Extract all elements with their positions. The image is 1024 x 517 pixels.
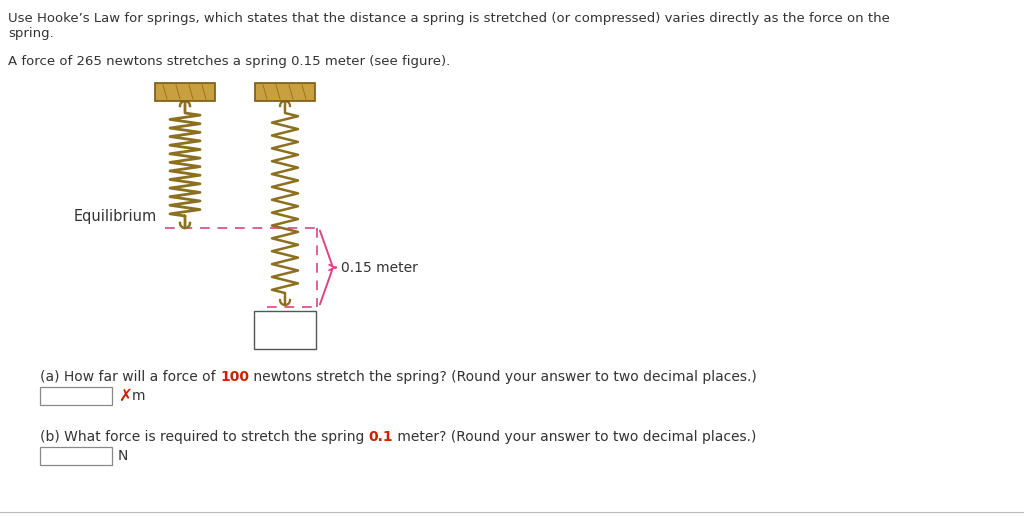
Text: A force of 265 newtons stretches a spring 0.15 meter (see figure).: A force of 265 newtons stretches a sprin…: [8, 55, 451, 68]
FancyBboxPatch shape: [155, 83, 215, 101]
FancyBboxPatch shape: [40, 447, 112, 465]
Text: m: m: [132, 389, 145, 403]
Text: meter? (Round your answer to two decimal places.): meter? (Round your answer to two decimal…: [393, 430, 757, 444]
Text: newtons: newtons: [253, 331, 317, 346]
Text: 265: 265: [270, 314, 299, 329]
Text: newtons stretch the spring? (Round your answer to two decimal places.): newtons stretch the spring? (Round your …: [249, 370, 757, 384]
Text: 100: 100: [220, 370, 249, 384]
Text: 0.1: 0.1: [369, 430, 393, 444]
Text: 0.15 meter: 0.15 meter: [341, 261, 418, 275]
Text: N: N: [118, 449, 128, 463]
Text: Use Hooke’s Law for springs, which states that the distance a spring is stretche: Use Hooke’s Law for springs, which state…: [8, 12, 890, 25]
Text: (a) How far will a force of: (a) How far will a force of: [40, 370, 220, 384]
Text: Equilibrium: Equilibrium: [74, 209, 157, 224]
Text: ✗: ✗: [118, 387, 132, 405]
FancyBboxPatch shape: [254, 311, 316, 349]
Text: (b) What force is required to stretch the spring: (b) What force is required to stretch th…: [40, 430, 369, 444]
FancyBboxPatch shape: [40, 387, 112, 405]
FancyBboxPatch shape: [255, 83, 315, 101]
Text: spring.: spring.: [8, 27, 53, 40]
